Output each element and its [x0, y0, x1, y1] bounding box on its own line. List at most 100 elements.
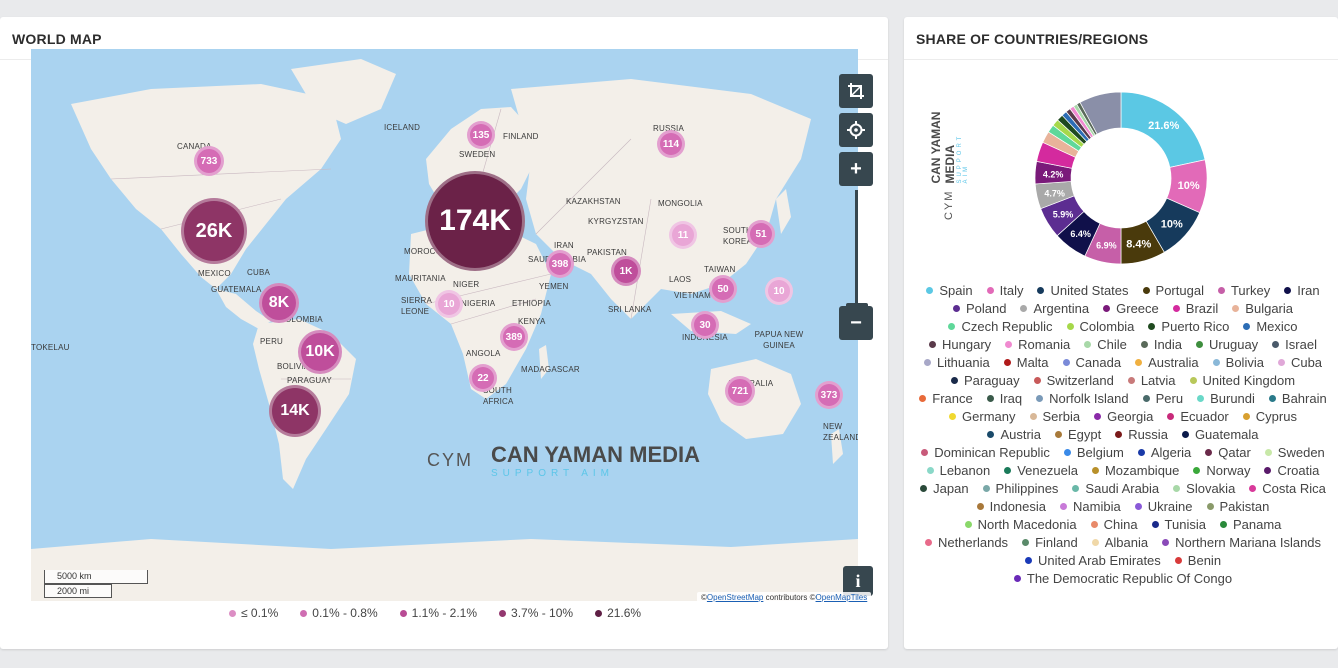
country-legend-item[interactable]: Germany	[949, 408, 1016, 424]
map-cluster[interactable]: 733	[194, 146, 224, 176]
country-legend-item[interactable]: Japan	[920, 480, 969, 496]
country-legend-item[interactable]: Cyprus	[1242, 408, 1297, 424]
country-legend-item[interactable]: Guatemala	[1181, 426, 1259, 442]
country-legend-item[interactable]: Hungary	[929, 336, 991, 352]
country-legend-item[interactable]: Chile	[1084, 336, 1127, 352]
country-legend-item[interactable]: Russia	[1115, 426, 1168, 442]
country-legend-item[interactable]: Peru	[1142, 390, 1183, 406]
zoom-out-button[interactable]: −	[839, 306, 873, 340]
country-legend-item[interactable]: Spain	[926, 282, 973, 298]
country-legend-item[interactable]: Namibia	[1060, 498, 1121, 514]
country-legend-item[interactable]: Bulgaria	[1232, 300, 1293, 316]
locate-button[interactable]	[839, 113, 873, 147]
country-legend-item[interactable]: Indonesia	[976, 498, 1046, 514]
map-cluster[interactable]: 174K	[425, 171, 525, 271]
country-legend-item[interactable]: Puerto Rico	[1148, 318, 1229, 334]
country-legend-item[interactable]: United Arab Emirates	[1024, 552, 1161, 568]
zoom-in-button[interactable]: +	[839, 152, 873, 186]
map-cluster[interactable]: 8K	[259, 283, 299, 323]
map-cluster[interactable]: 30	[691, 311, 719, 339]
country-legend-item[interactable]: Portugal	[1142, 282, 1204, 298]
zoom-slider-track[interactable]	[855, 190, 858, 310]
map-cluster[interactable]: 22	[469, 364, 497, 392]
country-legend-item[interactable]: Georgia	[1094, 408, 1153, 424]
country-legend-item[interactable]: Albania	[1091, 534, 1148, 550]
country-legend-item[interactable]: Egypt	[1054, 426, 1101, 442]
country-legend-item[interactable]: Paraguay	[950, 372, 1020, 388]
country-legend-item[interactable]: Algeria	[1137, 444, 1191, 460]
country-legend-item[interactable]: North Macedonia	[964, 516, 1077, 532]
country-legend-item[interactable]: Turkey	[1217, 282, 1270, 298]
country-legend-item[interactable]: Lithuania	[923, 354, 990, 370]
country-legend-item[interactable]: Bolivia	[1212, 354, 1264, 370]
country-legend-item[interactable]: Brazil	[1172, 300, 1218, 316]
country-legend-item[interactable]: Finland	[1022, 534, 1078, 550]
map-cluster[interactable]: 1K	[611, 256, 641, 286]
info-button[interactable]: i	[843, 566, 873, 596]
map-cluster[interactable]: 135	[467, 121, 495, 149]
country-legend-item[interactable]: Tunisia	[1151, 516, 1206, 532]
country-legend-item[interactable]: Australia	[1135, 354, 1199, 370]
country-legend-item[interactable]: Cuba	[1277, 354, 1322, 370]
country-legend-item[interactable]: Mexico	[1243, 318, 1298, 334]
country-legend-item[interactable]: United States	[1037, 282, 1129, 298]
country-legend-item[interactable]: The Democratic Republic Of Congo	[1013, 570, 1232, 586]
map-cluster[interactable]: 11	[669, 221, 697, 249]
donut-slice[interactable]	[1079, 91, 1122, 135]
country-legend-item[interactable]: Serbia	[1029, 408, 1080, 424]
country-legend-item[interactable]: Dominican Republic	[921, 444, 1050, 460]
country-legend-item[interactable]: Croatia	[1264, 462, 1319, 478]
country-legend-item[interactable]: Italy	[986, 282, 1023, 298]
country-legend-item[interactable]: Costa Rica	[1249, 480, 1326, 496]
country-legend-item[interactable]: Iraq	[986, 390, 1022, 406]
country-legend-item[interactable]: Bahrain	[1268, 390, 1327, 406]
crop-button[interactable]	[839, 74, 873, 108]
map-cluster[interactable]: 398	[546, 250, 574, 278]
country-legend-item[interactable]: Romania	[1005, 336, 1070, 352]
country-legend-item[interactable]: Switzerland	[1033, 372, 1114, 388]
map-cluster[interactable]: 721	[725, 376, 755, 406]
country-legend-item[interactable]: Lebanon	[926, 462, 990, 478]
map-cluster[interactable]: 10K	[298, 330, 342, 374]
map-cluster[interactable]: 389	[500, 323, 528, 351]
country-legend-item[interactable]: Sweden	[1264, 444, 1325, 460]
map-cluster[interactable]: 51	[747, 220, 775, 248]
country-legend-item[interactable]: Panama	[1219, 516, 1281, 532]
country-legend-item[interactable]: United Kingdom	[1189, 372, 1295, 388]
country-legend-item[interactable]: Burundi	[1197, 390, 1255, 406]
map-cluster[interactable]: 26K	[181, 198, 247, 264]
country-legend-item[interactable]: China	[1090, 516, 1138, 532]
country-legend-item[interactable]: Latvia	[1127, 372, 1176, 388]
country-legend-item[interactable]: Czech Republic	[948, 318, 1053, 334]
map-cluster[interactable]: 10	[765, 277, 793, 305]
country-legend-item[interactable]: Austria	[987, 426, 1041, 442]
country-legend-item[interactable]: Pakistan	[1206, 498, 1269, 514]
share-donut-chart[interactable]: 21.6% 10% 10% 8.4% 6.9% 6.4% 5.9% 4.7% 4.2%	[1033, 90, 1209, 266]
country-legend-item[interactable]: Belgium	[1063, 444, 1124, 460]
country-legend-item[interactable]: Malta	[1003, 354, 1049, 370]
country-legend-item[interactable]: Qatar	[1205, 444, 1251, 460]
map-cluster[interactable]: 14K	[269, 385, 321, 437]
country-legend-item[interactable]: Israel	[1272, 336, 1317, 352]
map-cluster[interactable]: 373	[815, 381, 843, 409]
country-legend-item[interactable]: Canada	[1062, 354, 1121, 370]
country-legend-item[interactable]: Benin	[1174, 552, 1221, 568]
country-legend-item[interactable]: Uruguay	[1196, 336, 1258, 352]
country-legend-item[interactable]: Greece	[1103, 300, 1159, 316]
country-legend-item[interactable]: Poland	[953, 300, 1006, 316]
country-legend-item[interactable]: Philippines	[982, 480, 1058, 496]
osm-link[interactable]: OpenStreetMap	[706, 593, 764, 602]
country-legend-item[interactable]: Slovakia	[1173, 480, 1235, 496]
map-cluster[interactable]: 50	[709, 275, 737, 303]
country-legend-item[interactable]: Norway	[1193, 462, 1250, 478]
country-legend-item[interactable]: Argentina	[1020, 300, 1089, 316]
country-legend-item[interactable]: Netherlands	[924, 534, 1008, 550]
country-legend-item[interactable]: Colombia	[1066, 318, 1134, 334]
country-legend-item[interactable]: Ecuador	[1167, 408, 1229, 424]
country-legend-item[interactable]: Saudi Arabia	[1072, 480, 1159, 496]
world-map[interactable]: CANADA ICELAND FINLAND SWEDEN RUSSIA KAZ…	[31, 49, 858, 601]
country-legend-item[interactable]: Iran	[1284, 282, 1320, 298]
country-legend-item[interactable]: Mozambique	[1091, 462, 1179, 478]
map-cluster[interactable]: 114	[657, 130, 685, 158]
country-legend-item[interactable]: Venezuela	[1004, 462, 1078, 478]
